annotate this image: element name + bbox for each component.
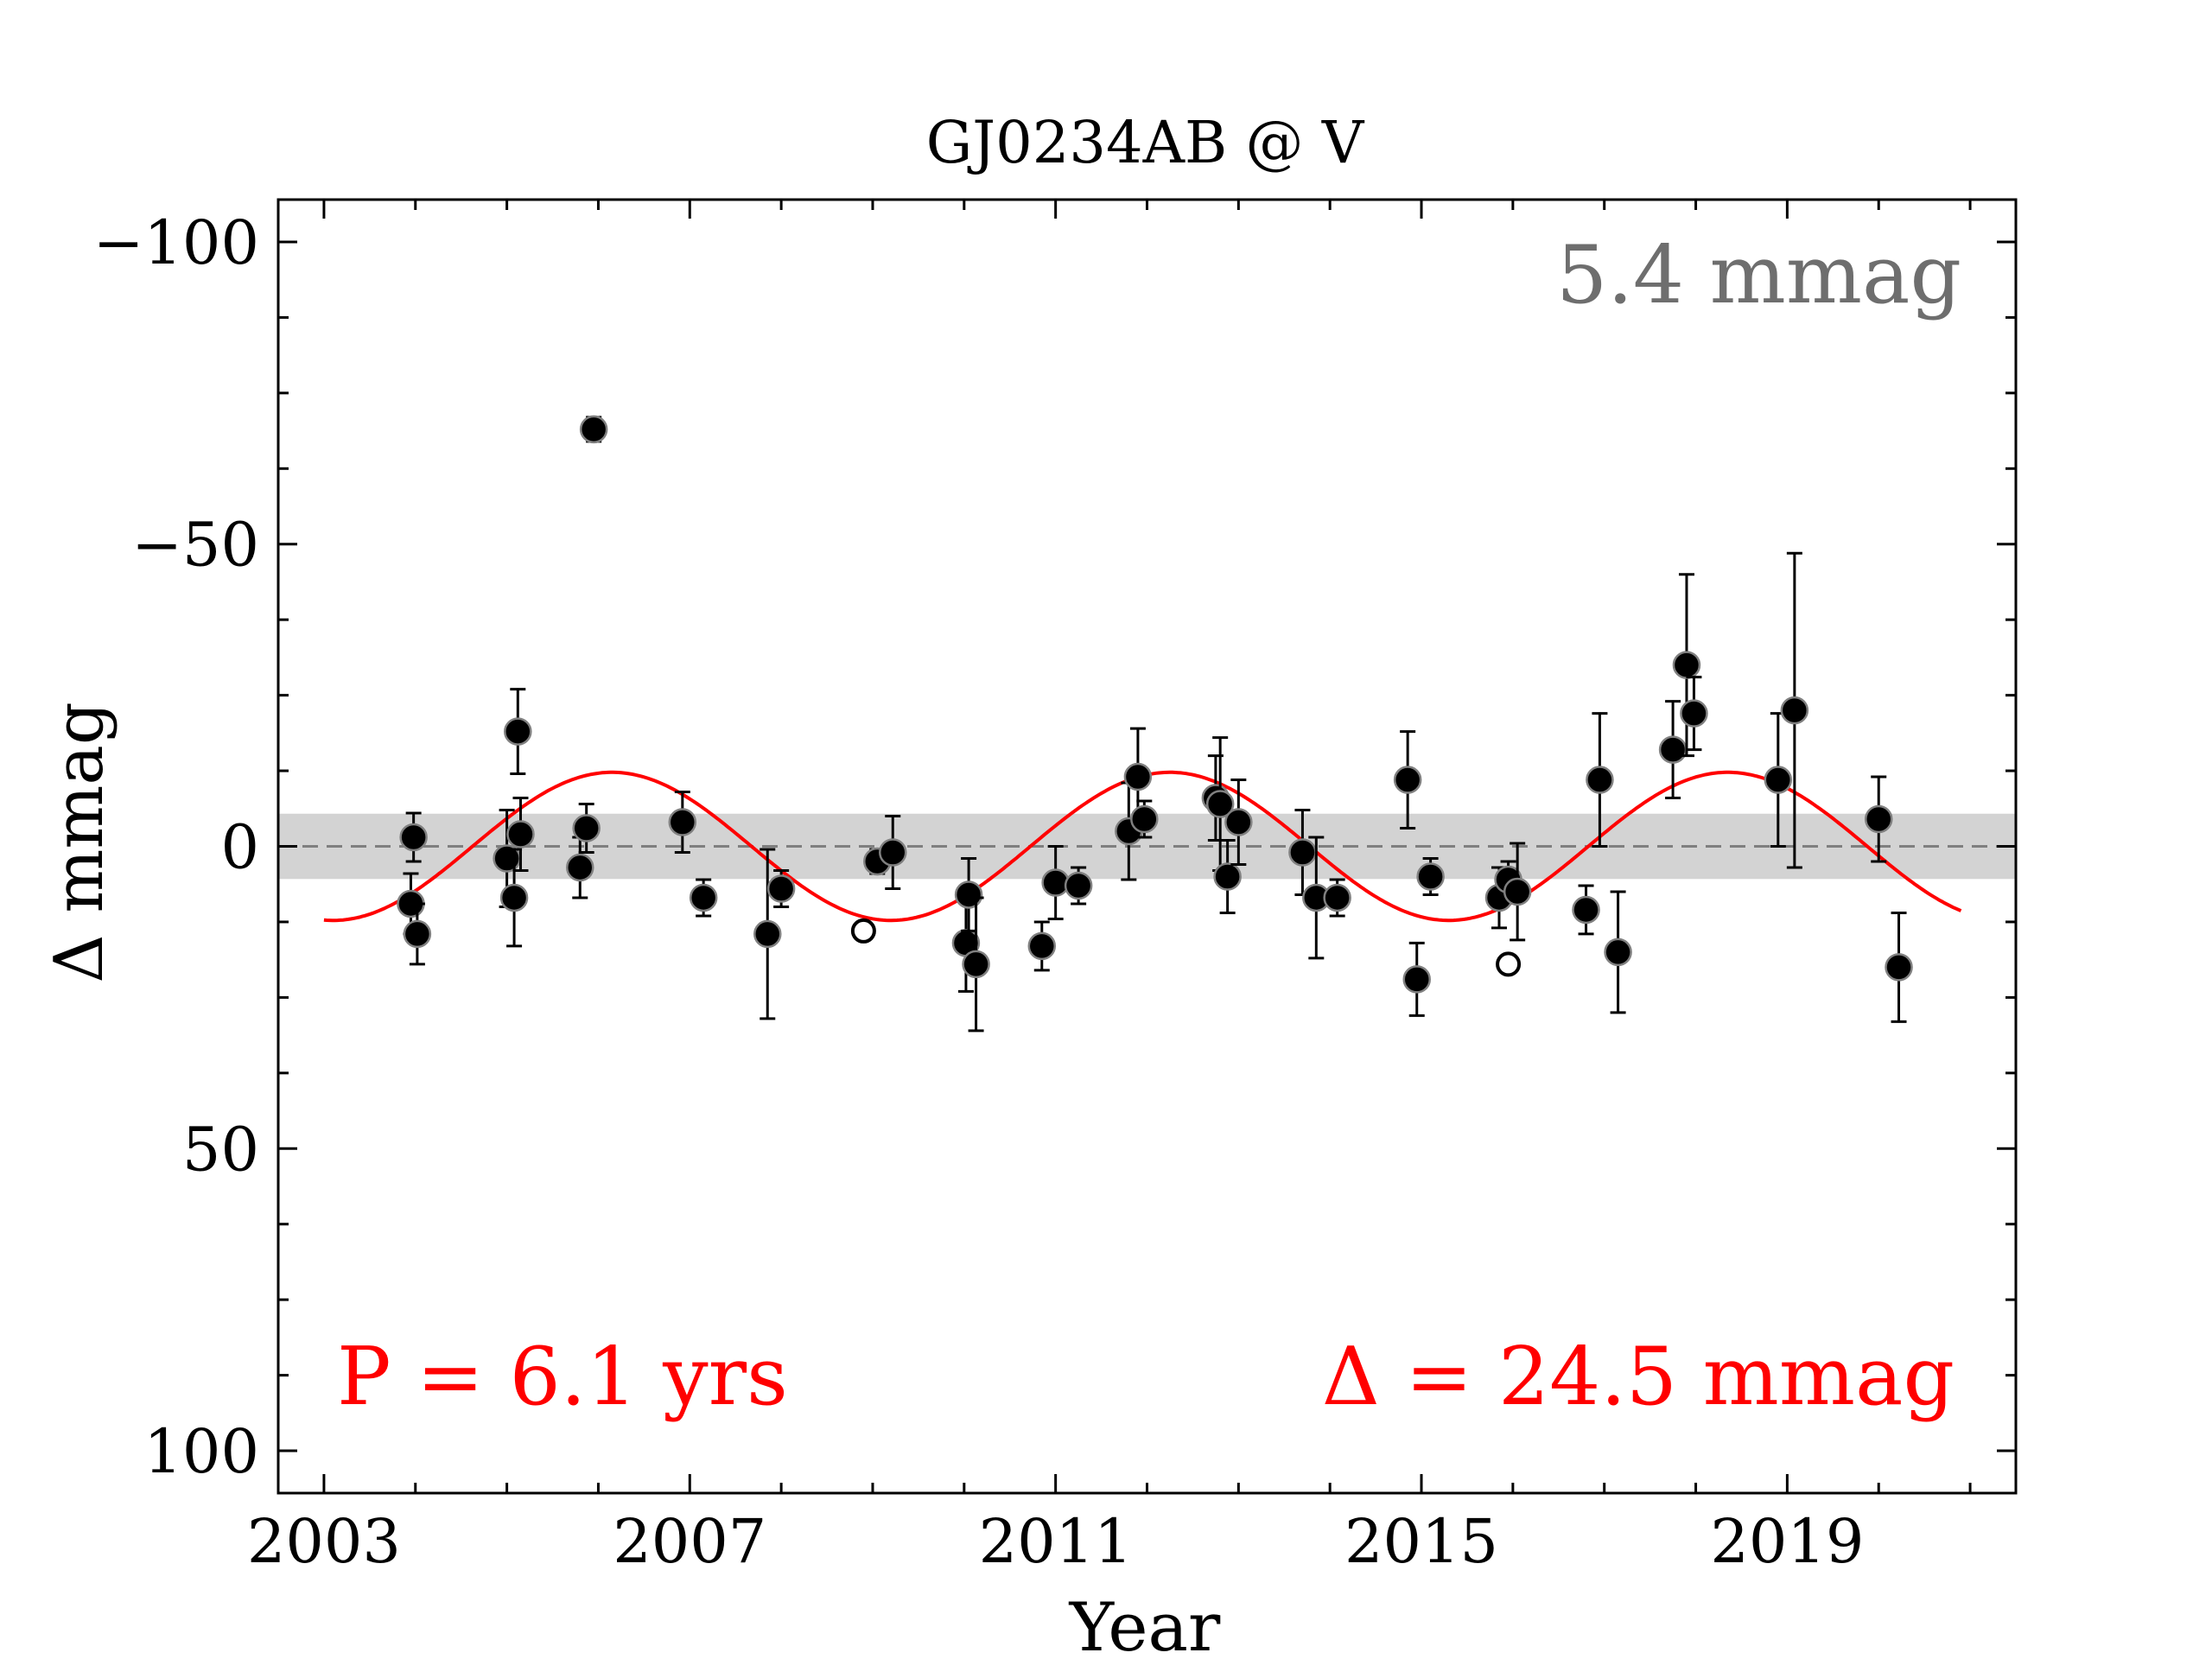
x-tick-label: 2019 bbox=[1710, 1506, 1864, 1577]
data-point bbox=[1064, 866, 1093, 906]
data-marker bbox=[399, 823, 428, 852]
data-point bbox=[1130, 799, 1159, 839]
data-marker bbox=[572, 814, 601, 842]
data-point bbox=[1323, 878, 1351, 918]
data-marker bbox=[1885, 953, 1913, 982]
data-point bbox=[1586, 712, 1614, 848]
x-tick-label: 2007 bbox=[613, 1506, 766, 1577]
data-point bbox=[579, 415, 608, 444]
data-marker bbox=[504, 717, 532, 746]
rms-annotation: 5.4 mmag bbox=[1556, 228, 1961, 321]
data-point bbox=[1764, 712, 1793, 848]
data-point bbox=[399, 811, 428, 863]
data-point bbox=[689, 878, 718, 918]
data-marker bbox=[403, 919, 432, 949]
data-marker bbox=[668, 808, 697, 836]
data-point bbox=[403, 902, 432, 966]
data-marker bbox=[1027, 931, 1057, 961]
data-point bbox=[962, 896, 990, 1033]
x-axis-label: Year bbox=[1069, 1589, 1221, 1659]
data-marker bbox=[566, 853, 594, 882]
data-point bbox=[879, 815, 907, 890]
data-point bbox=[951, 893, 981, 993]
period-annotation: P = 6.1 yrs bbox=[337, 1330, 788, 1423]
data-marker bbox=[1323, 883, 1351, 912]
data-marker bbox=[499, 883, 529, 912]
data-point bbox=[766, 868, 796, 908]
data-point bbox=[1604, 890, 1632, 1014]
data-marker bbox=[1213, 862, 1242, 891]
data-point bbox=[1027, 920, 1057, 972]
data-point bbox=[668, 791, 697, 854]
chart-title: GJ0234AB @ V bbox=[926, 109, 1365, 176]
data-point bbox=[1224, 779, 1253, 866]
x-tick-label: 2015 bbox=[1344, 1506, 1498, 1577]
y-tick-label: −100 bbox=[93, 207, 259, 278]
y-tick-label: −50 bbox=[131, 510, 259, 581]
data-marker bbox=[579, 415, 608, 444]
data-marker bbox=[879, 838, 907, 867]
data-point bbox=[1572, 884, 1600, 936]
data-marker bbox=[753, 919, 782, 949]
open-data-marker bbox=[1496, 951, 1522, 977]
data-point bbox=[1213, 839, 1242, 914]
data-marker bbox=[1393, 766, 1422, 794]
data-marker bbox=[1130, 804, 1159, 834]
y-axis-label: Δ mmag bbox=[41, 702, 118, 982]
data-marker bbox=[506, 820, 535, 849]
x-tick-label: 2003 bbox=[247, 1506, 401, 1577]
data-marker bbox=[1764, 766, 1793, 794]
y-axis: −100 −50 0 50 100 bbox=[93, 207, 2016, 1487]
data-marker bbox=[766, 874, 796, 903]
data-marker bbox=[1064, 871, 1093, 900]
amplitude-annotation: Δ = 24.5 mmag bbox=[1322, 1330, 1955, 1423]
data-point bbox=[753, 848, 782, 1020]
data-point bbox=[1302, 836, 1331, 960]
y-tick-label: 50 bbox=[182, 1114, 259, 1185]
data-point bbox=[1885, 911, 1913, 1023]
data-marker bbox=[1604, 938, 1632, 967]
data-point bbox=[572, 803, 601, 854]
data-marker bbox=[1416, 862, 1445, 891]
open-data-marker bbox=[850, 918, 876, 944]
data-point bbox=[1680, 676, 1708, 752]
plot-area bbox=[276, 198, 2018, 1495]
x-axis: 2003 2007 2011 2015 2019 bbox=[247, 200, 1972, 1577]
data-point bbox=[1416, 856, 1445, 896]
data-marker bbox=[1572, 895, 1600, 925]
data-marker bbox=[1680, 699, 1708, 728]
data-point bbox=[1205, 736, 1235, 872]
data-marker bbox=[1586, 766, 1614, 794]
data-point bbox=[1864, 775, 1893, 863]
data-marker bbox=[689, 883, 718, 912]
data-point bbox=[506, 797, 535, 872]
y-tick-label: 0 bbox=[220, 812, 259, 883]
data-marker bbox=[1224, 808, 1253, 836]
data-marker bbox=[1041, 868, 1070, 897]
y-tick-label: 100 bbox=[143, 1416, 259, 1487]
data-marker bbox=[962, 950, 990, 979]
data-point bbox=[504, 688, 532, 776]
data-marker bbox=[954, 880, 983, 909]
data-point bbox=[499, 848, 529, 948]
data-point bbox=[1393, 730, 1422, 830]
data-point bbox=[1503, 842, 1532, 942]
data-marker bbox=[1288, 838, 1317, 867]
data-marker bbox=[1205, 790, 1235, 818]
data-marker bbox=[1402, 965, 1431, 994]
data-point bbox=[1672, 573, 1701, 758]
data-marker bbox=[1123, 762, 1153, 791]
data-marker bbox=[1864, 804, 1893, 834]
data-point bbox=[1402, 941, 1431, 1017]
data-marker bbox=[1780, 696, 1809, 725]
data-marker bbox=[1672, 651, 1701, 679]
data-marker bbox=[1503, 877, 1532, 906]
data-marker bbox=[1658, 735, 1688, 764]
data-point bbox=[1288, 809, 1317, 896]
x-tick-label: 2011 bbox=[979, 1506, 1133, 1577]
data-point bbox=[1780, 551, 1809, 869]
